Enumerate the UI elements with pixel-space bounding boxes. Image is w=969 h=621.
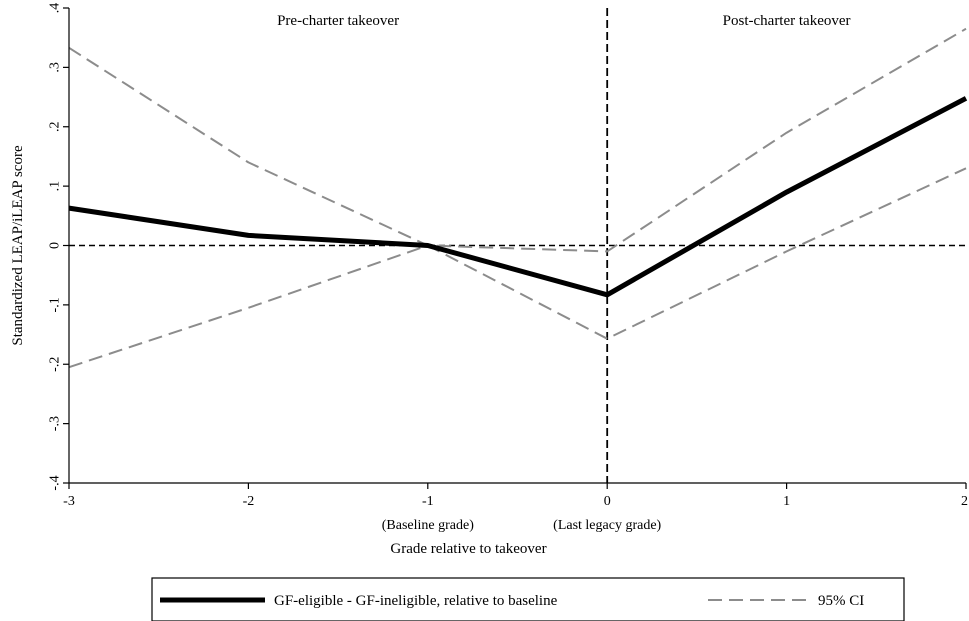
x-tick-label: -2 xyxy=(243,494,255,509)
series-lines xyxy=(68,27,968,369)
y-axis-title: Standardized LEAP/iLEAP score xyxy=(10,145,26,346)
y-tick-label: -.3 xyxy=(48,416,63,431)
x-tick-label: 1 xyxy=(783,494,790,509)
reference-lines xyxy=(69,8,966,483)
y-tick-label: .4 xyxy=(48,3,63,14)
y-tick-label: .1 xyxy=(48,181,63,192)
x-sub-label: (Last legacy grade) xyxy=(553,518,661,533)
x-tick-label: 2 xyxy=(961,494,968,509)
axes: -.4 -.3 -.2 -.1 0 .1 .2 .3 .4 -3 -2 -1 0 1 2 (Baseline … xyxy=(48,3,969,533)
y-tick-label: -.1 xyxy=(48,297,63,312)
x-tick-label: -1 xyxy=(422,494,434,509)
legend: GF-eligible - GF-ineligible, relative to… xyxy=(151,577,905,621)
series-line-ci-upper xyxy=(68,27,967,253)
region-label: Post-charter takeover xyxy=(723,13,851,29)
series-line-estimate xyxy=(68,96,968,298)
legend-label: 95% CI xyxy=(818,593,864,609)
y-tick-label: .2 xyxy=(48,122,63,133)
x-tick-label: -3 xyxy=(63,494,75,509)
y-tick-label: -.4 xyxy=(48,475,63,490)
chart-text: Grade relative to takeover Standardized L… xyxy=(10,13,851,557)
y-tick-label: -.2 xyxy=(48,357,63,372)
series-line-ci-lower xyxy=(68,167,967,369)
y-tick-label: .3 xyxy=(48,62,63,73)
region-label: Pre-charter takeover xyxy=(277,13,399,29)
x-tick-label: 0 xyxy=(604,494,611,509)
x-sub-label: (Baseline grade) xyxy=(382,518,474,533)
x-axis-title: Grade relative to takeover xyxy=(390,541,546,557)
y-tick-label: 0 xyxy=(48,242,63,249)
legend-label: GF-eligible - GF-ineligible, relative to… xyxy=(274,593,558,609)
